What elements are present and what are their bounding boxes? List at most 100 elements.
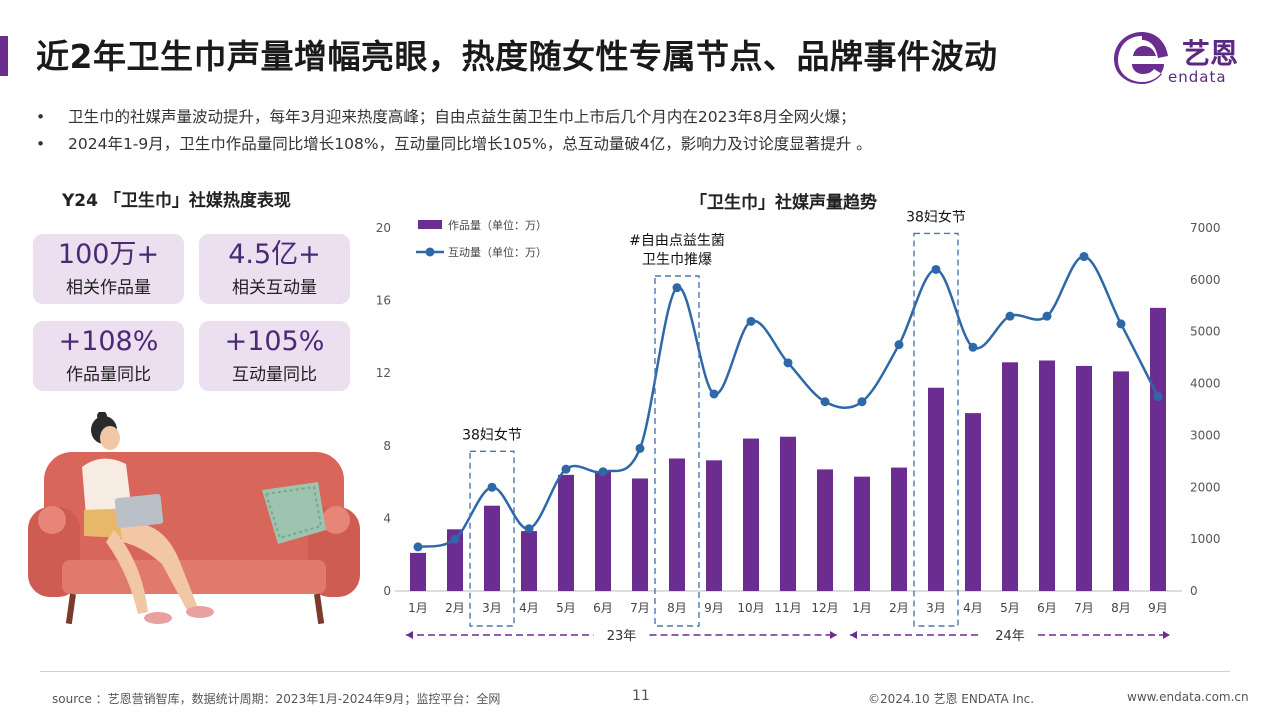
annotation-label: 38妇女节 xyxy=(906,210,966,225)
interaction-point xyxy=(635,443,645,453)
kpi-heading: Y24 「卫生巾」社媒热度表现 xyxy=(62,191,291,211)
trend-chart: 0 4 8 12 16 20 0 1000 2000 3000 4000 5000 6000 7000 1月… xyxy=(376,210,1221,644)
kpi-value: 100万+ xyxy=(57,239,160,270)
x-tick-label: 6月 xyxy=(593,601,613,615)
bar-works xyxy=(1113,371,1129,591)
annotation-box xyxy=(913,232,959,627)
bar-works xyxy=(410,552,426,591)
annotation-box xyxy=(469,450,515,627)
y-right-tick-label: 6000 xyxy=(1190,273,1221,287)
interaction-point xyxy=(746,316,756,326)
year-arrow-right xyxy=(830,631,837,639)
x-tick-label: 9月 xyxy=(1148,601,1168,615)
interaction-point xyxy=(524,524,534,534)
annotation-label: 38妇女节 xyxy=(462,426,522,443)
interaction-point xyxy=(1116,319,1126,329)
bar-works xyxy=(447,529,463,591)
x-tick-label: 1月 xyxy=(408,601,428,615)
interaction-point xyxy=(894,340,904,350)
year-arrow-left xyxy=(406,631,413,639)
bar-works xyxy=(817,469,833,591)
x-tick-label: 2月 xyxy=(889,601,909,615)
y-left-tick-label: 0 xyxy=(383,584,391,598)
kpi-value: +108% xyxy=(58,326,159,357)
y-right-tick-label: 7000 xyxy=(1190,221,1221,235)
x-tick-label: 5月 xyxy=(556,601,576,615)
bar-works xyxy=(780,436,796,591)
bullet-item: • 卫生巾的社媒声量波动提升，每年3月迎来热度高峰；自由点益生菌卫生巾上市后几个… xyxy=(36,104,872,131)
footer-copyright: ©2024.10 艺恩 ENDATA Inc. xyxy=(868,692,1035,706)
x-tick-label: 10月 xyxy=(737,601,764,615)
y-left-tick-label: 12 xyxy=(376,366,391,380)
bullet-dot: • xyxy=(36,135,46,153)
y-right-tick-label: 2000 xyxy=(1190,480,1221,494)
interaction-point xyxy=(931,264,941,274)
kpi-card-interactions: 4.5亿+ 相关互动量 xyxy=(199,234,350,304)
y-right-tick-label: 3000 xyxy=(1190,428,1221,442)
legend-line-label: 互动量（单位：万） xyxy=(448,245,547,259)
title-accent-bar xyxy=(0,36,8,76)
x-tick-label: 8月 xyxy=(1111,601,1131,615)
bar-works xyxy=(632,478,648,591)
x-tick-label: 3月 xyxy=(482,601,502,615)
bullet-item: • 2024年1-9月，卫生巾作品量同比增长108%，互动量同比增长105%，总… xyxy=(36,131,872,158)
x-tick-label: 4月 xyxy=(963,601,983,615)
bar-works xyxy=(743,438,759,591)
endata-logo: 艺恩 endata xyxy=(1112,28,1252,88)
x-tick-label: 1月 xyxy=(852,601,872,615)
y-right-tick-label: 1000 xyxy=(1190,532,1221,546)
bar-works xyxy=(1002,362,1018,591)
bar-works xyxy=(558,474,574,591)
x-tick-label: 7月 xyxy=(630,601,650,615)
bar-works xyxy=(1076,365,1092,591)
x-tick-label: 2月 xyxy=(445,601,465,615)
bullet-text: 卫生巾的社媒声量波动提升，每年3月迎来热度高峰；自由点益生菌卫生巾上市后几个月内… xyxy=(68,108,856,126)
legend-line-marker xyxy=(425,247,435,257)
page-title: 近2年卫生巾声量增幅亮眼，热度随女性专属节点、品牌事件波动 xyxy=(36,37,998,76)
interaction-point xyxy=(561,464,571,474)
x-tick-label: 11月 xyxy=(774,601,801,615)
y-right-tick-label: 4000 xyxy=(1190,377,1221,391)
kpi-card-works: 100万+ 相关作品量 xyxy=(33,234,184,304)
interaction-point xyxy=(709,389,719,399)
interaction-point xyxy=(1079,252,1089,262)
footer-url: www.endata.com.cn xyxy=(1127,690,1249,704)
x-tick-label: 6月 xyxy=(1037,601,1057,615)
legend-bar-label: 作品量（单位：万） xyxy=(448,218,547,232)
bar-works xyxy=(595,471,611,591)
interaction-point xyxy=(820,397,830,407)
sofa-illustration xyxy=(28,412,360,625)
bar-works xyxy=(706,460,722,591)
legend-bar-swatch xyxy=(418,220,442,229)
logo-mark-icon xyxy=(1114,32,1168,84)
interaction-point xyxy=(450,534,460,544)
kpi-label: 作品量同比 xyxy=(66,365,151,385)
bar-works xyxy=(965,413,981,591)
page-number: 11 xyxy=(632,688,650,704)
bar-works xyxy=(1039,360,1055,591)
interaction-point xyxy=(1042,311,1052,321)
bar-works xyxy=(854,476,870,591)
kpi-label: 相关互动量 xyxy=(232,278,317,298)
interaction-point xyxy=(968,342,978,352)
x-tick-label: 3月 xyxy=(926,601,946,615)
y-right-tick-label: 0 xyxy=(1190,584,1198,598)
x-tick-label: 9月 xyxy=(704,601,724,615)
bar-works xyxy=(928,387,944,591)
bar-works xyxy=(669,458,685,591)
year-arrow-left xyxy=(850,631,857,639)
interaction-point xyxy=(598,467,608,477)
interaction-series-line xyxy=(417,255,1160,549)
x-tick-label: 8月 xyxy=(667,601,687,615)
year-label: 23年 xyxy=(607,629,637,644)
interaction-point xyxy=(672,283,682,293)
y-left-tick-label: 16 xyxy=(376,294,391,308)
annotation-label: #自由点益生菌 xyxy=(629,233,725,249)
bar-works xyxy=(1150,307,1166,591)
kpi-label: 相关作品量 xyxy=(66,278,151,298)
y-right-tick-label: 5000 xyxy=(1190,325,1221,339)
logo-en-text: endata xyxy=(1168,68,1227,86)
bar-works xyxy=(521,531,537,591)
y-left-tick-label: 20 xyxy=(376,221,391,235)
annotation-box xyxy=(654,275,700,627)
